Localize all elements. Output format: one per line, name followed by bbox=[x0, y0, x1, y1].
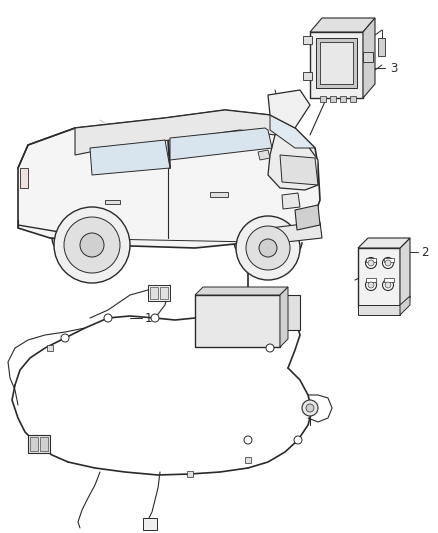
Polygon shape bbox=[358, 238, 410, 248]
Polygon shape bbox=[195, 287, 288, 295]
Bar bbox=[30, 437, 38, 451]
Circle shape bbox=[246, 226, 290, 270]
Polygon shape bbox=[75, 110, 295, 155]
Circle shape bbox=[368, 260, 374, 266]
Bar bbox=[28, 435, 50, 453]
Polygon shape bbox=[310, 32, 363, 98]
Circle shape bbox=[54, 207, 130, 283]
Circle shape bbox=[151, 314, 159, 322]
Circle shape bbox=[385, 282, 391, 288]
Bar bbox=[148, 285, 170, 301]
Polygon shape bbox=[195, 295, 280, 347]
Polygon shape bbox=[358, 248, 400, 308]
Bar bbox=[210, 192, 228, 197]
Circle shape bbox=[61, 334, 69, 342]
Polygon shape bbox=[295, 205, 320, 230]
Polygon shape bbox=[282, 193, 300, 209]
Polygon shape bbox=[268, 222, 322, 244]
Bar bbox=[384, 258, 394, 262]
Polygon shape bbox=[18, 110, 320, 248]
Circle shape bbox=[385, 260, 391, 266]
Bar bbox=[330, 96, 336, 102]
Circle shape bbox=[244, 436, 252, 444]
Bar bbox=[47, 345, 53, 351]
Bar bbox=[350, 96, 356, 102]
Polygon shape bbox=[303, 36, 312, 44]
Bar bbox=[40, 437, 48, 451]
Circle shape bbox=[382, 279, 393, 290]
Polygon shape bbox=[270, 115, 315, 148]
Circle shape bbox=[302, 400, 318, 416]
Polygon shape bbox=[320, 42, 353, 84]
Bar bbox=[187, 471, 193, 477]
Polygon shape bbox=[268, 90, 310, 128]
Bar bbox=[255, 295, 300, 330]
Polygon shape bbox=[268, 128, 318, 190]
Text: 3: 3 bbox=[390, 61, 397, 75]
Polygon shape bbox=[363, 18, 375, 98]
Polygon shape bbox=[90, 140, 170, 175]
Polygon shape bbox=[258, 150, 270, 160]
Bar bbox=[384, 278, 394, 282]
Circle shape bbox=[368, 282, 374, 288]
Bar bbox=[366, 278, 376, 282]
Text: 1: 1 bbox=[145, 311, 152, 325]
Bar bbox=[105, 200, 120, 204]
Polygon shape bbox=[280, 287, 288, 347]
Bar bbox=[378, 38, 385, 56]
Bar bbox=[160, 287, 168, 299]
Bar bbox=[20, 168, 28, 188]
Circle shape bbox=[236, 216, 300, 280]
Bar bbox=[245, 457, 251, 463]
Circle shape bbox=[306, 404, 314, 412]
Polygon shape bbox=[310, 18, 375, 32]
Circle shape bbox=[365, 279, 377, 290]
Bar bbox=[320, 96, 326, 102]
Circle shape bbox=[259, 239, 277, 257]
Circle shape bbox=[294, 436, 302, 444]
Polygon shape bbox=[400, 238, 410, 308]
Circle shape bbox=[104, 314, 112, 322]
Bar bbox=[340, 96, 346, 102]
Circle shape bbox=[64, 217, 120, 273]
Polygon shape bbox=[170, 128, 272, 160]
Circle shape bbox=[382, 257, 393, 269]
Bar bbox=[366, 258, 376, 262]
Polygon shape bbox=[358, 305, 400, 315]
Circle shape bbox=[266, 344, 274, 352]
Circle shape bbox=[365, 257, 377, 269]
Bar bbox=[150, 287, 158, 299]
Polygon shape bbox=[303, 72, 312, 80]
Polygon shape bbox=[363, 52, 373, 62]
Polygon shape bbox=[280, 155, 318, 185]
Polygon shape bbox=[316, 38, 357, 88]
Polygon shape bbox=[400, 296, 410, 315]
Bar bbox=[143, 518, 157, 530]
Circle shape bbox=[80, 233, 104, 257]
Text: 2: 2 bbox=[421, 246, 428, 259]
